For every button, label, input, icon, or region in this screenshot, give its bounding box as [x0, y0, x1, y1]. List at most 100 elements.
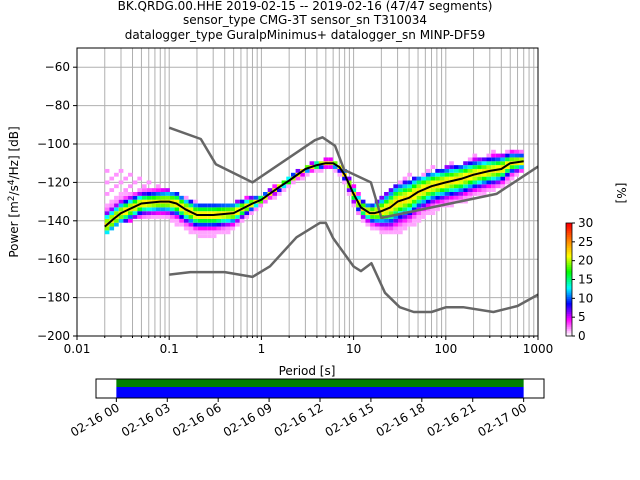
pdf-cell [519, 165, 524, 169]
pdf-cell [118, 203, 124, 208]
pdf-cell [430, 180, 436, 185]
pdf-cell [225, 230, 231, 235]
pdf-cell [249, 199, 254, 204]
pdf-cell [467, 157, 473, 162]
pdf-cell [472, 192, 478, 196]
colorbar-segment [566, 260, 572, 264]
pdf-cell [123, 199, 129, 204]
pdf-cell [472, 188, 478, 192]
pdf-cell [425, 195, 431, 200]
pdf-cell [481, 180, 487, 185]
pdf-cell [519, 149, 524, 154]
timeline-tick-label: 02-16 21 [425, 400, 479, 439]
pdf-cell [318, 165, 324, 169]
pdf-cell [332, 165, 338, 169]
pdf-cell [444, 172, 450, 177]
pdf-cell [179, 195, 184, 200]
pdf-cell [304, 168, 310, 173]
pdf-cell [351, 184, 357, 189]
nhnm-line [168, 126, 539, 220]
pdf-cell [384, 222, 389, 227]
x-tick-label: 100 [434, 342, 457, 356]
pdf-cell [230, 207, 236, 212]
pdf-cell [388, 199, 394, 204]
pdf-cell [118, 207, 124, 212]
pdf-cell [286, 184, 291, 189]
pdf-cell [207, 203, 212, 208]
pdf-cell [425, 184, 431, 189]
pdf-cell [221, 215, 226, 219]
pdf-cell [123, 218, 129, 223]
pdf-cell [467, 161, 473, 166]
pdf-cell [304, 165, 310, 169]
pdf-cell [230, 222, 236, 227]
pdf-cell [216, 218, 222, 223]
colorbar-segment [566, 255, 572, 258]
pdf-cell [509, 176, 515, 181]
pdf-cell [225, 215, 231, 219]
pdf-cell [146, 211, 152, 216]
pdf-cell [425, 211, 431, 216]
timeline-tick-label: 02-16 15 [323, 400, 377, 439]
pdf-cell [407, 172, 412, 177]
pdf-cell [281, 188, 287, 192]
pdf-cell [472, 157, 478, 162]
pdf-cell [253, 195, 259, 200]
pdf-cell [416, 184, 422, 189]
pdf-cell [239, 218, 245, 223]
pdf-cell [491, 188, 496, 192]
pdf-cell [123, 192, 129, 196]
pdf-cell [481, 168, 487, 173]
pdf-cell [183, 199, 189, 204]
pdf-cell [123, 203, 129, 208]
pdf-cell [472, 176, 478, 181]
pdf-cell [169, 207, 175, 212]
pdf-cell [165, 192, 170, 196]
pdf-cell [491, 172, 496, 177]
pdf-cell [267, 188, 273, 192]
pdf-cell [123, 195, 129, 200]
pdf-cell [174, 215, 180, 219]
pdf-cell [519, 153, 524, 158]
pdf-cell [393, 222, 399, 227]
pdf-cell [500, 161, 506, 166]
timeline-tick-label: 02-16 06 [170, 400, 224, 439]
pdf-cell [398, 226, 403, 231]
pdf-cell [463, 195, 468, 200]
pdf-cell [449, 195, 454, 200]
pdf-cell [407, 188, 412, 192]
pdf-cell [509, 157, 515, 162]
pdf-cell [123, 211, 129, 216]
pdf-cell [398, 207, 403, 212]
pdf-cell [486, 172, 492, 177]
pdf-cell [458, 188, 464, 192]
pdf-cell [328, 165, 333, 169]
pdf-cell [453, 192, 459, 196]
pdf-cell [481, 165, 487, 169]
pdf-cell [235, 215, 240, 219]
pdf-cell [276, 192, 282, 196]
pdf-cell [221, 222, 226, 227]
pdf-cell [416, 215, 422, 219]
pdf-cell [146, 199, 152, 204]
pdf-cell [500, 180, 506, 185]
pdf-cell [188, 218, 194, 223]
pdf-cell [244, 207, 250, 212]
pdf-cell [505, 176, 510, 181]
pdf-cell [365, 203, 371, 208]
pdf-cell [258, 199, 264, 204]
pdf-cell [128, 184, 133, 189]
pdf-cell [104, 218, 110, 223]
pdf-cell [216, 203, 222, 208]
timeline-tick-label: 02-16 09 [221, 400, 275, 439]
colorbar-segment [566, 239, 572, 243]
pdf-cell [183, 195, 189, 200]
pdf-cell [137, 203, 142, 208]
pdf-cell [207, 207, 212, 212]
colorbar-segment [566, 294, 572, 298]
pdf-cell [239, 203, 245, 208]
pdf-cell [421, 180, 426, 185]
pdf-cell [193, 207, 198, 212]
pdf-cell [295, 168, 301, 173]
pdf-cell [211, 218, 217, 223]
